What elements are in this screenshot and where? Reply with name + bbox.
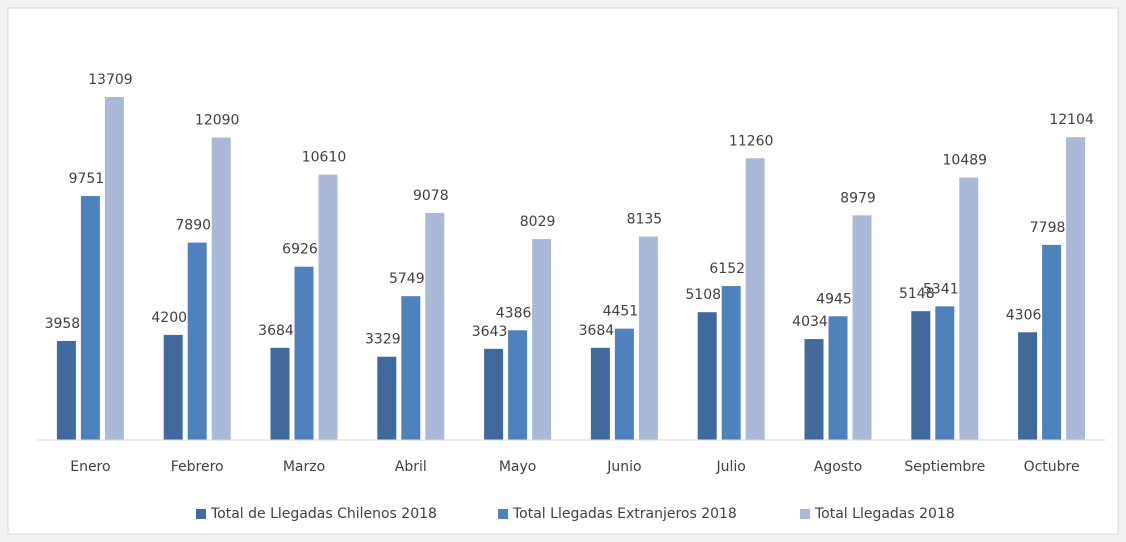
bar — [959, 177, 979, 441]
data-label: 5749 — [389, 271, 425, 287]
bar — [425, 212, 445, 440]
x-tick-label: Marzo — [283, 459, 325, 475]
data-label: 11260 — [729, 133, 774, 149]
data-label: 3684 — [258, 323, 294, 339]
x-tick-label: Agosto — [814, 459, 862, 475]
data-label: 5341 — [923, 281, 959, 297]
data-label: 4306 — [1006, 307, 1042, 323]
data-label: 8135 — [627, 211, 663, 227]
data-label: 8029 — [520, 214, 556, 230]
bar — [318, 174, 338, 440]
bar — [508, 330, 528, 440]
x-tick-label: Octubre — [1024, 459, 1080, 475]
bar — [211, 137, 231, 440]
data-label: 7798 — [1030, 220, 1066, 236]
bar — [484, 348, 504, 440]
data-label: 4200 — [151, 310, 187, 326]
bar — [852, 215, 872, 440]
bar — [745, 158, 765, 441]
data-label: 4034 — [792, 314, 828, 330]
x-tick-label: Junio — [606, 459, 641, 475]
legend-label: Total de Llegadas Chilenos 2018 — [210, 506, 437, 522]
data-label: 5148 — [899, 286, 935, 302]
x-tick-label: Septiembre — [904, 459, 985, 475]
data-label: 4451 — [603, 304, 639, 320]
data-label: 7890 — [175, 218, 211, 234]
legend-swatch — [800, 509, 810, 519]
data-label: 12104 — [1049, 112, 1094, 128]
data-label: 3684 — [579, 323, 615, 339]
x-tick-label: Enero — [70, 459, 110, 475]
bar — [911, 311, 931, 440]
bar — [935, 306, 955, 440]
data-label: 10610 — [302, 150, 347, 166]
data-label: 3643 — [472, 324, 508, 340]
data-label: 3958 — [45, 316, 81, 332]
bar — [294, 266, 314, 440]
x-tick-label: Julio — [716, 459, 746, 475]
bar — [1018, 332, 1038, 440]
bar — [804, 339, 824, 440]
data-label: 4386 — [496, 305, 532, 321]
data-label: 13709 — [88, 72, 133, 88]
bar — [377, 356, 397, 440]
bar — [590, 347, 610, 440]
bar — [697, 312, 717, 440]
x-tick-label: Febrero — [171, 459, 224, 475]
x-tick-label: Mayo — [499, 459, 537, 475]
data-label: 5108 — [685, 287, 721, 303]
bar — [56, 340, 76, 440]
legend-label: Total Llegadas 2018 — [814, 506, 955, 522]
bar — [187, 242, 207, 440]
data-label: 9751 — [69, 171, 105, 187]
data-label: 12090 — [195, 113, 240, 129]
bar — [1066, 137, 1086, 440]
data-label: 6926 — [282, 242, 318, 258]
bar — [80, 196, 100, 440]
data-label: 4945 — [816, 291, 852, 307]
data-label: 9078 — [413, 188, 449, 204]
bar — [828, 316, 848, 440]
legend-swatch — [196, 509, 206, 519]
x-tick-label: Abril — [395, 459, 427, 475]
bar — [614, 328, 634, 440]
legend-label: Total Llegadas Extranjeros 2018 — [512, 506, 737, 522]
bar — [638, 236, 658, 440]
bar — [532, 239, 552, 440]
data-label: 8979 — [840, 190, 876, 206]
data-label: 10489 — [943, 153, 988, 169]
bar — [721, 286, 741, 440]
chart-area — [7, 7, 1119, 535]
bar — [270, 347, 290, 440]
bar — [1042, 244, 1062, 440]
bar — [401, 296, 421, 440]
data-label: 3329 — [365, 332, 401, 348]
legend-swatch — [498, 509, 508, 519]
data-label: 6152 — [709, 261, 745, 277]
bar — [104, 97, 124, 440]
bar — [163, 334, 183, 440]
